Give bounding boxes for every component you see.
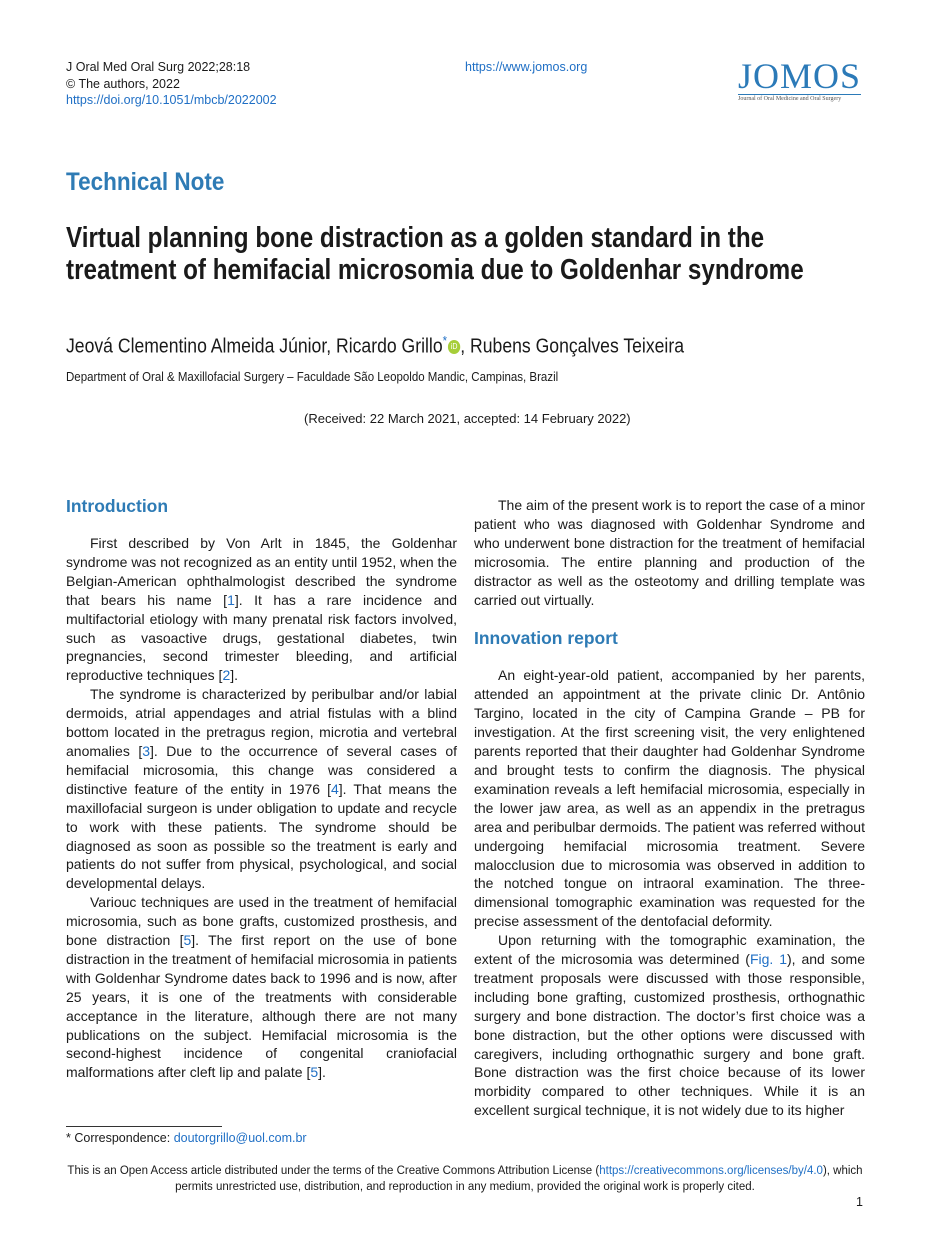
- paragraph: An eight-year-old patient, accompanied b…: [474, 666, 865, 931]
- paragraph: Variouc techniques are used in the treat…: [66, 893, 457, 1082]
- text: * Correspondence:: [66, 1131, 174, 1145]
- received: (Received: 22 March 2021, accepted: 14 F…: [304, 411, 631, 426]
- logo: JOMOS Journal of Oral Medicine and Oral …: [738, 56, 862, 102]
- copyright: © The authors, 2022: [66, 76, 180, 91]
- right-column: The aim of the present work is to report…: [474, 496, 865, 1120]
- text: The syndrome is characterized by peribul…: [66, 686, 457, 759]
- text: ]. The first report on the use of bone d…: [66, 932, 457, 1081]
- doi-link[interactable]: https://doi.org/10.1051/mbcb/2022002: [66, 93, 277, 107]
- license: This is an Open Access article distribut…: [65, 1163, 865, 1195]
- link[interactable]: 2: [222, 667, 231, 684]
- link[interactable]: 5: [183, 932, 192, 949]
- text: ]. That means the maxillofacial surgeon …: [66, 780, 457, 892]
- link[interactable]: doutorgrillo@uol.com.br: [173, 1131, 307, 1145]
- affiliation: Department of Oral & Maxillofacial Surge…: [66, 370, 559, 384]
- link[interactable]: 1: [227, 591, 235, 608]
- paragraph: First described by Von Arlt in 1845, the…: [66, 534, 457, 685]
- citation: J Oral Med Oral Surg 2022;28:18: [66, 60, 251, 74]
- link[interactable]: https://creativecommons.org/licenses/by/…: [599, 1165, 823, 1177]
- text: This is an Open Access article distribut…: [67, 1165, 600, 1177]
- left-column: Introduction First described by Von Arlt …: [66, 495, 457, 1082]
- text: Upon returning with the tomographic exam…: [474, 932, 865, 968]
- text: The aim of the present work is to report…: [474, 497, 865, 608]
- authors: Jeová Clementino Almeida Júnior, Ricardo…: [66, 333, 684, 359]
- text: ]. It has a rare incidence and multifact…: [66, 591, 457, 684]
- link[interactable]: 5: [310, 1064, 319, 1081]
- text: First described by Von Arlt in 1845, the…: [66, 535, 457, 608]
- article-type: Technical Note: [66, 168, 225, 196]
- journal-url[interactable]: https://www.jomos.org: [465, 60, 588, 74]
- page-number: 1: [856, 1195, 863, 1209]
- orcid-icon[interactable]: iD: [447, 340, 461, 355]
- text: Variouc techniques are used in the treat…: [66, 894, 457, 949]
- text: ].: [318, 1064, 326, 1081]
- logo-subtitle: Journal of Oral Medicine and Oral Surger…: [738, 94, 862, 102]
- text: ), which permits unrestricted use, distr…: [175, 1165, 863, 1193]
- paragraph: The syndrome is characterized by peribul…: [66, 685, 457, 893]
- footnote: * Correspondence: doutorgrillo@uol.com.b…: [66, 1131, 307, 1145]
- link[interactable]: 4: [331, 780, 339, 797]
- paragraph: Upon returning with the tomographic exam…: [474, 931, 865, 1120]
- link[interactable]: Fig. 1: [749, 951, 788, 968]
- text: ].: [230, 667, 239, 684]
- corresponding-mark: *: [442, 333, 448, 348]
- section-heading: Introduction: [66, 496, 169, 516]
- link[interactable]: 3: [142, 742, 151, 759]
- article-title: Virtual planning bone distraction as a g…: [66, 222, 804, 286]
- text: An eight-year-old patient, accompanied b…: [474, 667, 865, 930]
- text: ), and some treatment proposals were dis…: [474, 951, 865, 1119]
- footnote-rule: [66, 1126, 222, 1127]
- logo-text: JOMOS: [738, 56, 862, 96]
- header-left: J Oral Med Oral Surg 2022;28:18 © The au…: [66, 59, 277, 109]
- text: ]. Due to the occurrence of several case…: [66, 742, 458, 797]
- author-names: Jeová Clementino Almeida Júnior, Ricardo…: [66, 335, 443, 358]
- paragraph: The aim of the present work is to report…: [474, 496, 865, 609]
- author-names: , Rubens Gonçalves Teixeira: [460, 335, 684, 358]
- section-heading: Innovation report: [474, 628, 618, 649]
